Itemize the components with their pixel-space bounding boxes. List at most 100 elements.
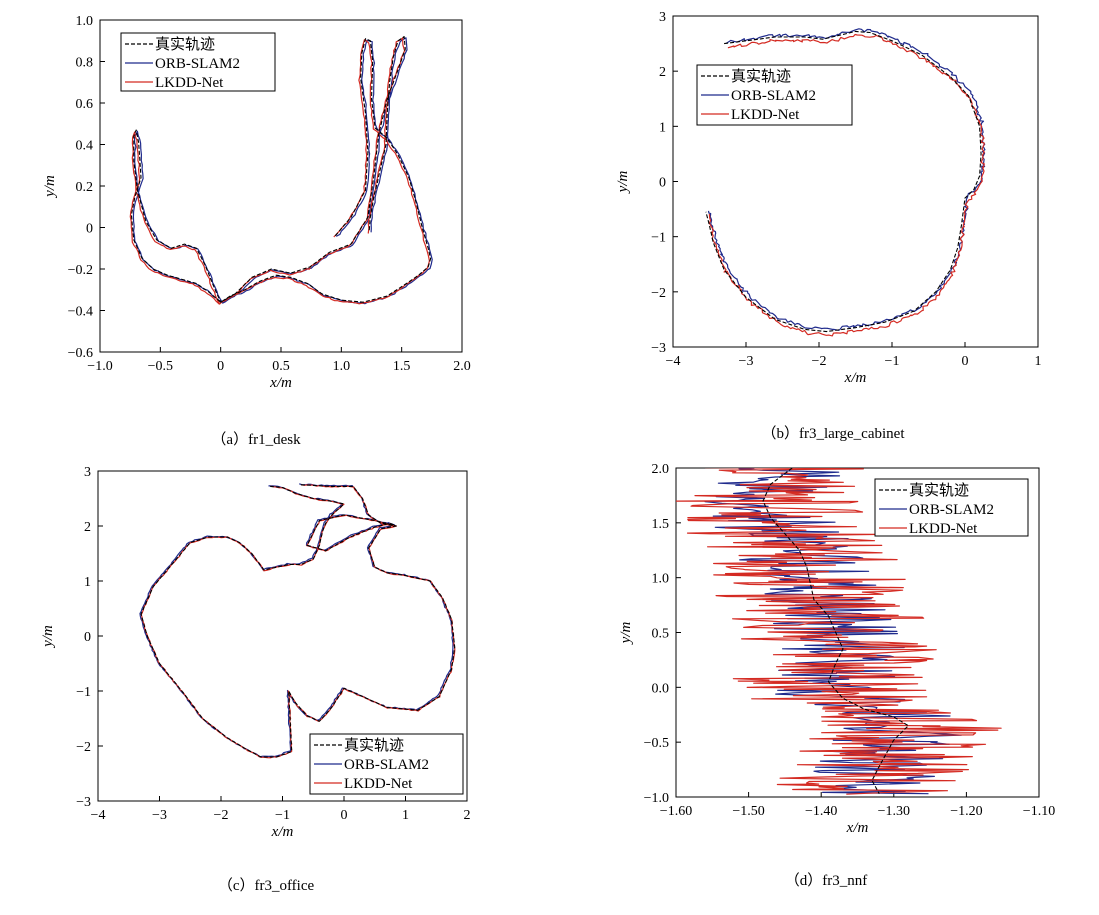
y-tick-label: 0	[84, 630, 91, 645]
legend-box	[874, 478, 1029, 537]
y-tick-label: 0.8	[76, 56, 94, 71]
series-line-orb-slam2	[132, 37, 433, 305]
panel-caption: （b）fr3_large_cabinet	[761, 425, 905, 442]
panel-d: −1.60 −1.50 −1.40 −1.30 −1.20 −1.10 −1.0 −0.5 0.…	[618, 462, 1055, 889]
y-tick-label: 0	[86, 222, 93, 237]
series-line-truth	[705, 30, 982, 333]
y-tick-label: 0.6	[76, 97, 94, 112]
x-tick-label: 0	[962, 354, 969, 369]
y-tick-label: −0.4	[68, 305, 93, 320]
y-tick-label: −3	[651, 341, 666, 356]
series-line-lkdd-net	[129, 37, 430, 305]
series-line-lkdd-net	[708, 33, 985, 337]
x-tick-label: −1.30	[878, 804, 910, 819]
legend: 真实轨迹 ORB-SLAM2 LKDD-Net	[696, 64, 853, 126]
y-tick-label: 1.5	[652, 517, 670, 532]
legend-label: 真实轨迹	[344, 736, 404, 754]
legend: 真实轨迹 ORB-SLAM2 LKDD-Net	[874, 478, 1029, 537]
x-tick-label: 1	[1035, 354, 1042, 369]
legend: 真实轨迹 ORB-SLAM2 LKDD-Net	[309, 733, 464, 795]
legend-label: LKDD-Net	[344, 776, 413, 792]
legend: 真实轨迹 ORB-SLAM2 LKDD-Net	[120, 32, 276, 92]
x-tick-label: 0.5	[272, 359, 290, 374]
y-tick-label: 1.0	[652, 572, 670, 587]
x-tick-label: 0	[341, 808, 348, 823]
y-tick-label: −3	[76, 795, 91, 810]
y-axis-label: y/m	[42, 175, 58, 199]
x-tick-label: −1.20	[950, 804, 982, 819]
x-tick-label: −0.5	[148, 359, 173, 374]
y-tick-label: 2	[659, 65, 666, 80]
series-line-truth	[140, 484, 456, 758]
y-tick-label: −2	[651, 286, 666, 301]
x-tick-label: 1.0	[333, 359, 351, 374]
series-group	[676, 468, 1002, 795]
legend-label: LKDD-Net	[909, 521, 978, 537]
y-tick-label: −2	[76, 740, 91, 755]
x-axis-label: x/m	[269, 375, 292, 391]
x-tick-label: −2	[214, 808, 229, 823]
legend-label: LKDD-Net	[731, 107, 800, 123]
series-line-orb-slam2	[139, 483, 454, 758]
panel-a: −1.0 −0.5 0 0.5 1.0 1.5 2.0 −0.6 −0.4 −0.2 0 0.2 0.4…	[42, 14, 471, 448]
panel-caption: （d）fr3_nnf	[785, 872, 868, 889]
series-group	[705, 28, 986, 337]
x-tick-label: −1	[275, 808, 290, 823]
series-line-truth	[762, 468, 909, 795]
x-tick-label: −2	[812, 354, 827, 369]
y-tick-label: 3	[84, 465, 91, 480]
legend-label: ORB-SLAM2	[731, 88, 816, 104]
x-tick-label: −1	[885, 354, 900, 369]
x-tick-label: −4	[666, 354, 681, 369]
y-axis-label: y/m	[618, 622, 634, 646]
y-tick-label: 1.0	[76, 14, 94, 29]
x-tick-label: 2.0	[453, 359, 471, 374]
x-tick-label: −1.40	[805, 804, 837, 819]
y-tick-label: 2	[84, 520, 91, 535]
y-tick-label: 0.5	[652, 627, 670, 642]
y-tick-label: −0.5	[644, 736, 669, 751]
legend-label: 真实轨迹	[155, 35, 215, 53]
x-axis-label: x/m	[844, 370, 867, 386]
y-tick-label: 1	[84, 575, 91, 590]
series-line-orb-slam2	[707, 28, 986, 331]
x-tick-label: −1.60	[660, 804, 692, 819]
panel-caption: （a）fr1_desk	[211, 431, 301, 448]
y-tick-label: 0.4	[76, 139, 94, 154]
y-tick-label: 3	[659, 10, 666, 25]
y-tick-label: −1	[76, 685, 91, 700]
y-tick-label: 0.0	[652, 681, 670, 696]
legend-label: 真实轨迹	[731, 67, 791, 85]
x-tick-label: −3	[152, 808, 167, 823]
panel-b: −4 −3 −2 −1 0 1−3−2−10123x/my/m真实轨迹ORB-SLAM2L…	[615, 10, 1042, 442]
x-tick-label: −1.0	[87, 359, 112, 374]
x-tick-label: 0	[217, 359, 224, 374]
y-axis-label: y/m	[615, 171, 631, 195]
series-group	[129, 36, 433, 305]
y-axis-label: y/m	[40, 625, 56, 649]
y-tick-label: 0.2	[76, 180, 94, 195]
legend-label: 真实轨迹	[909, 481, 969, 499]
series-group	[139, 483, 456, 759]
y-tick-label: −1.0	[644, 791, 669, 806]
x-tick-label: 2	[464, 808, 471, 823]
x-tick-label: 1	[402, 808, 409, 823]
series-line-truth	[130, 36, 432, 303]
legend-label: ORB-SLAM2	[155, 56, 240, 72]
legend-label: LKDD-Net	[155, 75, 224, 91]
y-tick-label: −0.2	[68, 263, 93, 278]
x-axis-label: x/m	[846, 820, 869, 836]
panel-caption: （c）fr3_office	[218, 877, 315, 894]
x-axis-label: x/m	[271, 824, 294, 840]
series-line-lkdd-net	[676, 468, 1002, 795]
x-tick-label: 1.5	[393, 359, 411, 374]
x-tick-label: −3	[739, 354, 754, 369]
x-tick-label: −1.10	[1023, 804, 1055, 819]
y-tick-label: −0.6	[68, 346, 93, 361]
series-line-lkdd-net	[140, 484, 456, 759]
legend-box	[120, 32, 276, 92]
legend-label: ORB-SLAM2	[909, 502, 994, 518]
x-tick-label: −4	[91, 808, 106, 823]
x-tick-label: −1.50	[732, 804, 764, 819]
